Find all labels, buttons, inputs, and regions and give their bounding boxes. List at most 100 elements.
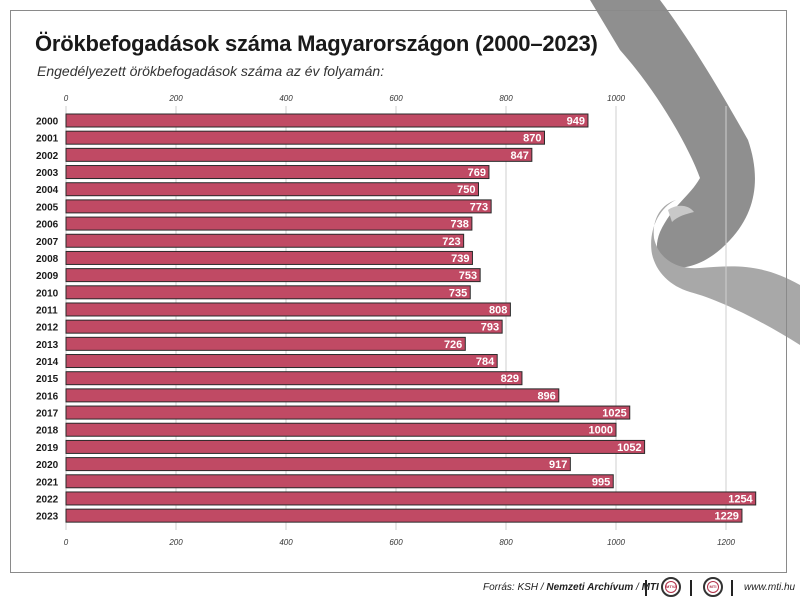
source-archive: Nemzeti Archívum <box>546 582 634 593</box>
bar-value-label: 1000 <box>589 425 613 437</box>
bar-2001 <box>65 130 545 145</box>
year-label: 2023 <box>36 512 59 523</box>
year-label: 2001 <box>36 134 59 145</box>
year-label: 2013 <box>36 340 59 351</box>
bar-2006 <box>65 216 473 231</box>
bar-value-label: 847 <box>510 150 528 162</box>
mtva-logo: MTVA <box>661 577 681 597</box>
mti-logo-text: MTI <box>707 581 719 593</box>
bar-2004 <box>65 182 479 197</box>
bar-value-label: 738 <box>451 219 469 231</box>
source-credit: Forrás: KSH / Nemzeti Archívum / MTI <box>483 582 659 593</box>
x-tick-label-top: 400 <box>279 94 293 103</box>
year-label: 2008 <box>36 254 59 265</box>
bar-2022 <box>65 491 757 506</box>
footer-divider <box>645 580 647 596</box>
bar-value-label: 1052 <box>617 442 641 454</box>
year-label: 2022 <box>36 494 59 505</box>
year-label: 2011 <box>36 305 58 316</box>
bar-value-label: 829 <box>501 373 519 385</box>
chart-subtitle: Engedélyezett örökbefogadások száma az é… <box>37 63 385 79</box>
bar-2009 <box>65 268 481 283</box>
adult-arm-shape <box>590 0 755 268</box>
bar-value-label: 896 <box>537 390 555 402</box>
x-tick-label-bottom: 1000 <box>607 538 625 547</box>
bar-value-label: 753 <box>459 270 477 282</box>
year-label: 2009 <box>36 271 59 282</box>
bar-2018 <box>65 422 617 437</box>
bar-value-label: 769 <box>468 167 486 179</box>
x-tick-label-bottom: 400 <box>279 538 293 547</box>
chart-title: Örökbefogadások száma Magyarországon (20… <box>35 31 598 56</box>
x-tick-label-top: 200 <box>168 94 183 103</box>
year-label: 2019 <box>36 443 59 454</box>
year-labels: 2000 2001 2002 2003 2004 2005 2006 2007 2008 2009… <box>36 117 59 523</box>
x-tick-label-top: 600 <box>389 94 403 103</box>
x-tick-label-top: 0 <box>64 94 69 103</box>
child-fingers-shape <box>668 205 694 222</box>
bar-2008 <box>65 250 473 265</box>
year-label: 2006 <box>36 220 59 231</box>
bar-value-label: 784 <box>476 356 495 368</box>
bar-2014 <box>65 354 498 369</box>
bar-2011 <box>65 302 511 317</box>
bar-value-label: 1254 <box>728 493 753 505</box>
website-url: www.mti.hu <box>744 582 796 593</box>
bar-2013 <box>65 336 466 351</box>
bar-2003 <box>65 165 490 180</box>
year-label: 2014 <box>36 357 59 368</box>
x-tick-label-bottom: 0 <box>64 538 69 547</box>
bar-value-label: 773 <box>470 201 488 213</box>
mti-logo: MTI <box>703 577 723 597</box>
bar-value-label: 949 <box>567 116 585 128</box>
bar-2023 <box>65 508 743 523</box>
year-label: 2005 <box>36 202 59 213</box>
bar-value-label: 1229 <box>714 511 738 523</box>
bar-2021 <box>65 474 614 489</box>
bar-2007 <box>65 233 465 248</box>
x-tick-label-bottom: 200 <box>168 538 183 547</box>
x-tick-label-bottom: 600 <box>389 538 403 547</box>
year-label: 2007 <box>36 237 59 248</box>
year-label: 2020 <box>36 460 59 471</box>
year-label: 2000 <box>36 117 59 128</box>
chart-frame <box>10 10 787 573</box>
mtva-logo-text: MTVA <box>665 581 677 593</box>
bar-value-label: 917 <box>549 459 567 471</box>
year-label: 2018 <box>36 426 59 437</box>
year-label: 2010 <box>36 288 59 299</box>
bar-2002 <box>65 147 533 162</box>
bar-value-label: 723 <box>442 236 460 248</box>
bar-2000 <box>65 113 589 128</box>
bar-value-label: 793 <box>481 322 499 334</box>
year-label: 2012 <box>36 323 59 334</box>
bar-2012 <box>65 319 503 334</box>
bar-value-label: 750 <box>457 184 475 196</box>
source-prefix: Forrás: KSH / <box>483 582 547 593</box>
bar-value-label: 735 <box>449 287 467 299</box>
bar-2005 <box>65 199 492 214</box>
source-separator: / <box>633 582 642 593</box>
bar-value-label: 870 <box>523 133 541 145</box>
year-label: 2015 <box>36 374 59 385</box>
bars <box>65 113 757 523</box>
bar-value-label: 1025 <box>602 408 626 420</box>
x-axis-top-ticks: 0 200 400 600 800 1000 <box>64 94 626 103</box>
x-axis-bottom-ticks: 0 200 400 600 800 1000 1200 <box>64 538 736 547</box>
bar-2020 <box>65 457 571 472</box>
footer-divider <box>690 580 692 596</box>
source-mti: MTI <box>641 582 659 593</box>
year-label: 2016 <box>36 391 59 402</box>
year-label: 2003 <box>36 168 59 179</box>
year-label: 2004 <box>36 185 59 196</box>
year-label: 2017 <box>36 409 59 420</box>
x-tick-label-bottom: 1200 <box>717 538 735 547</box>
bar-value-label: 739 <box>451 253 469 265</box>
x-tick-label-bottom: 800 <box>499 538 513 547</box>
bar-2010 <box>65 285 471 300</box>
bar-2019 <box>65 439 646 454</box>
bar-value-label: 726 <box>444 339 462 351</box>
